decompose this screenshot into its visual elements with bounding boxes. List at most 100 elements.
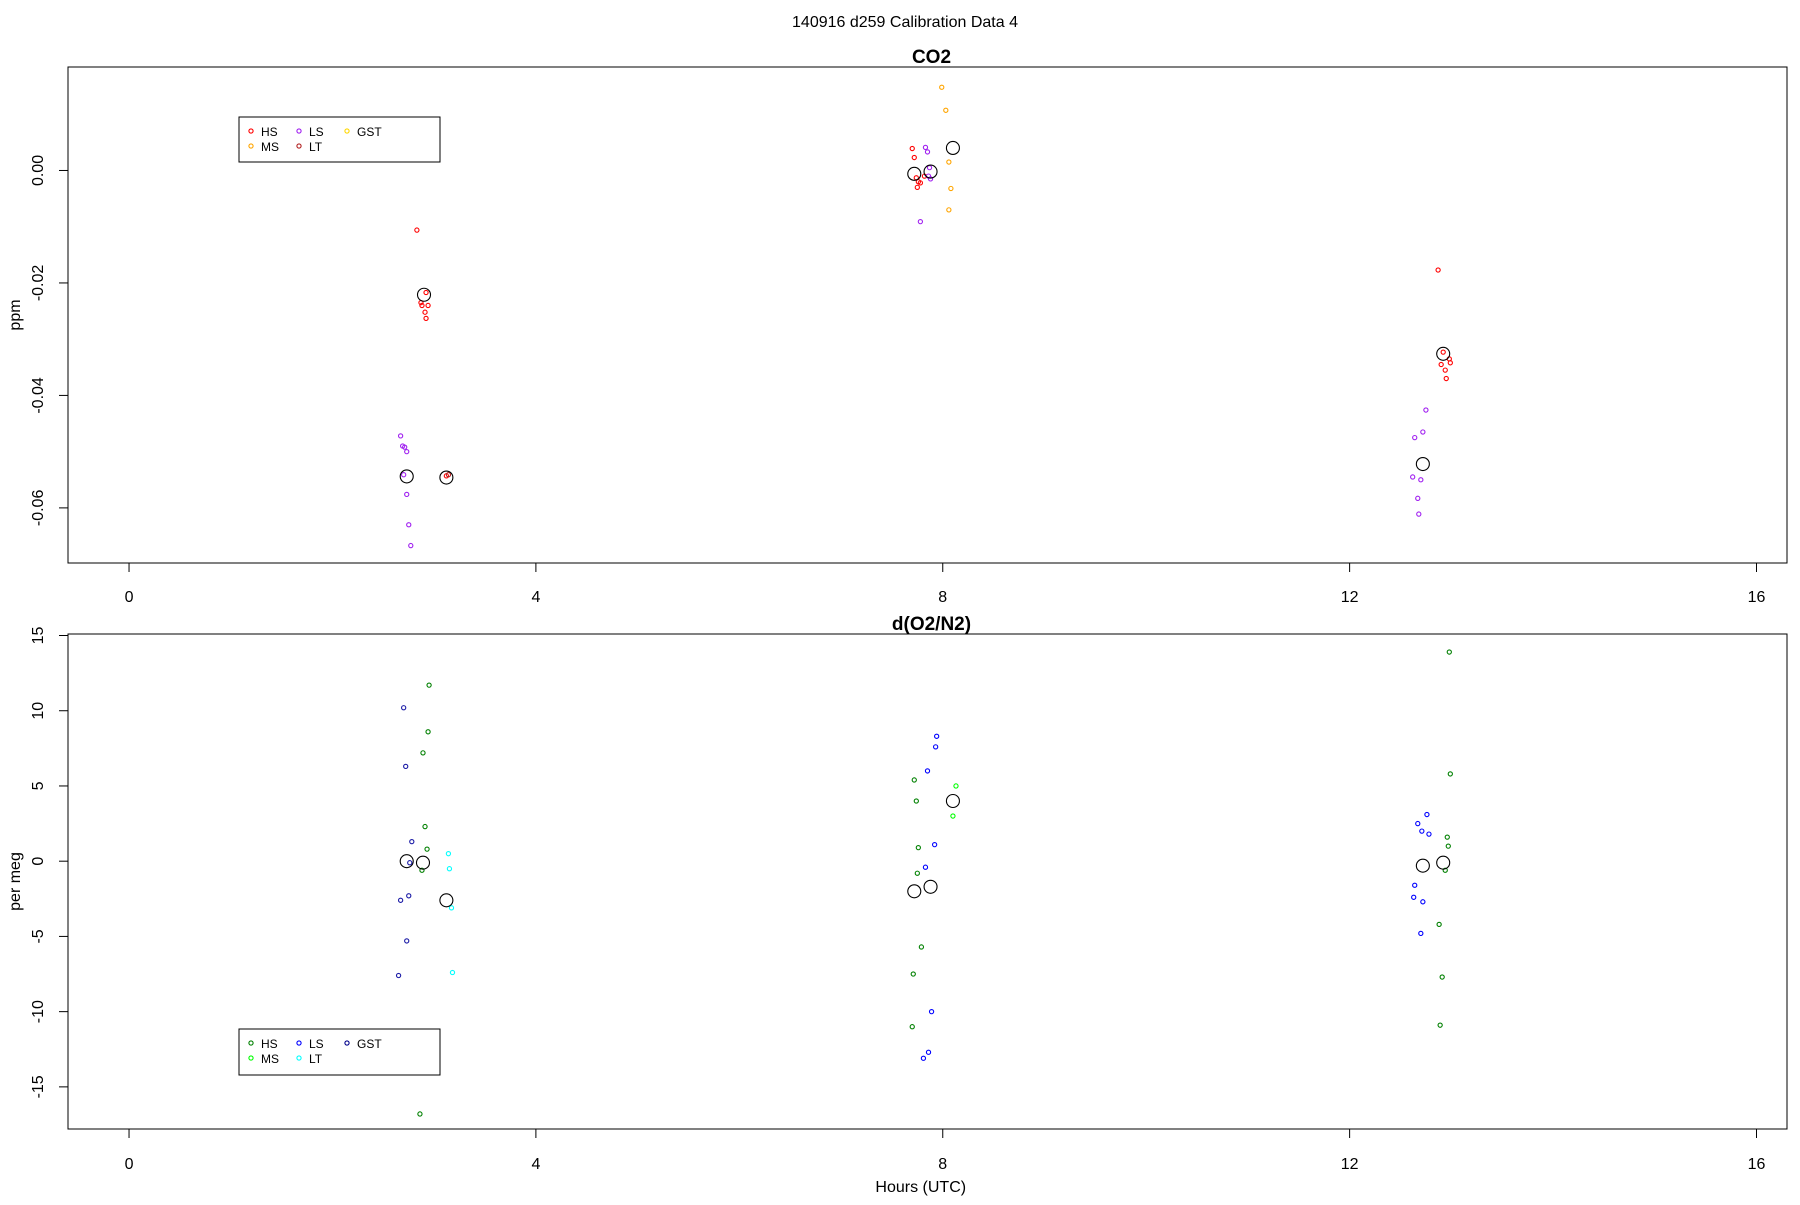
data-point-ls [932, 744, 939, 750]
data-point-ms [950, 813, 956, 819]
mean-markers [399, 140, 1451, 485]
data-point-ls [1415, 820, 1421, 827]
data-point-hs [917, 180, 924, 186]
legend-label-gst: GST [357, 125, 382, 139]
mean-point [907, 884, 922, 899]
x-axis: 0 4 8 12 16 [125, 562, 1766, 606]
x-tick-label: 8 [938, 589, 947, 606]
legend-box [238, 116, 441, 163]
data-point-gst [404, 938, 410, 944]
data-point-hs [1436, 921, 1442, 928]
data-point-ls [1419, 828, 1425, 834]
data-point-ls [928, 1008, 935, 1015]
series-lt [445, 851, 456, 976]
data-point-ls [1423, 407, 1429, 413]
data-point-hs [1447, 360, 1453, 366]
legend-label-hs: HS [261, 125, 278, 139]
x-tick-label: 12 [1341, 589, 1359, 606]
data-point-hs [914, 870, 920, 876]
data-point-hs [1442, 867, 1448, 873]
data-point-hs [425, 302, 431, 309]
y-tick-label: -5 [30, 929, 47, 943]
y-axis-title: ppm [7, 299, 24, 330]
data-point-ls [1426, 831, 1432, 837]
data-point-gst [401, 705, 407, 711]
legend-label-gst: GST [357, 1037, 382, 1051]
data-point-ls [925, 1049, 932, 1055]
mean-point [415, 855, 431, 870]
panel-2: d(O2/N2) 0 4 8 12 16 -15 -10 -5 0 5 10 15 per meg Hour… [7, 614, 1788, 1196]
data-point-hs [1446, 649, 1452, 655]
series-ls [920, 733, 1432, 1061]
data-point-ls [1420, 899, 1426, 905]
series-ms [939, 84, 954, 213]
y-tick-label: -10 [30, 1000, 47, 1023]
data-point-hs [913, 798, 919, 804]
data-point-ls [1412, 882, 1418, 888]
y-axis: -15 -10 -5 0 5 10 15 [30, 627, 69, 1098]
y-tick-label: 15 [30, 627, 47, 645]
figure-title: 140916 d259 Calibration Data 4 [792, 14, 1018, 31]
data-point-hs [911, 777, 917, 783]
data-point-hs [1445, 843, 1451, 849]
legend-label-ls: LS [309, 1037, 324, 1051]
data-point-ms [946, 207, 952, 213]
data-point-hs [1443, 375, 1449, 382]
data-point-ls [1412, 434, 1418, 441]
mean-point [907, 166, 922, 181]
x-tick-label: 0 [125, 1156, 134, 1173]
data-point-hs [1439, 974, 1445, 980]
data-point-ls [404, 491, 410, 498]
series-ms [950, 783, 959, 819]
legend-box [238, 1028, 441, 1076]
legend-marker-lt [296, 143, 302, 149]
data-point-gst [395, 972, 402, 979]
data-point-gst [397, 897, 404, 903]
data-point-hs [423, 289, 429, 296]
legend-label-ms: MS [261, 140, 279, 154]
x-tick-label: 16 [1748, 589, 1766, 606]
data-point-hs [419, 867, 425, 873]
y-tick-label: -15 [30, 1075, 47, 1098]
data-point-ls [920, 1055, 927, 1061]
data-point-ls [934, 733, 940, 739]
data-point-gst [403, 763, 409, 770]
data-point-ms [953, 783, 959, 789]
legend-marker-hs [248, 128, 254, 134]
y-tick-label: -0.02 [30, 265, 47, 302]
series-lt [445, 472, 452, 478]
data-point-hs [425, 729, 431, 735]
data-point-ls [931, 841, 938, 848]
y-axis-title: per meg [7, 852, 24, 911]
data-point-lt [445, 851, 452, 857]
data-point-ls [402, 444, 408, 450]
y-tick-label: 0.00 [30, 155, 47, 186]
mean-point [399, 854, 414, 869]
legend-label-lt: LT [309, 140, 323, 154]
data-point-ms [946, 159, 952, 165]
data-point-hs [911, 154, 917, 161]
data-point-hs [909, 145, 915, 152]
mean-point [1436, 855, 1451, 870]
data-point-hs [915, 844, 921, 851]
x-tick-label: 12 [1341, 1156, 1359, 1173]
data-point-ls [1416, 511, 1422, 517]
data-point-ms [939, 84, 945, 90]
series-gst [395, 705, 415, 979]
data-point-ls [1410, 474, 1416, 480]
legend-marker-gst [344, 1040, 350, 1046]
legend-label-lt: LT [309, 1052, 323, 1066]
legend-marker-ls [296, 1040, 302, 1046]
data-point-hs [420, 750, 426, 756]
data-point-hs [422, 309, 428, 315]
panel-title: d(O2/N2) [892, 614, 971, 635]
mean-point [923, 164, 938, 179]
data-point-hs [426, 682, 432, 688]
legend-marker-ms [248, 143, 254, 149]
data-point-hs [909, 1024, 915, 1030]
y-tick-label: 0 [30, 857, 47, 866]
data-point-ls [1415, 495, 1421, 501]
